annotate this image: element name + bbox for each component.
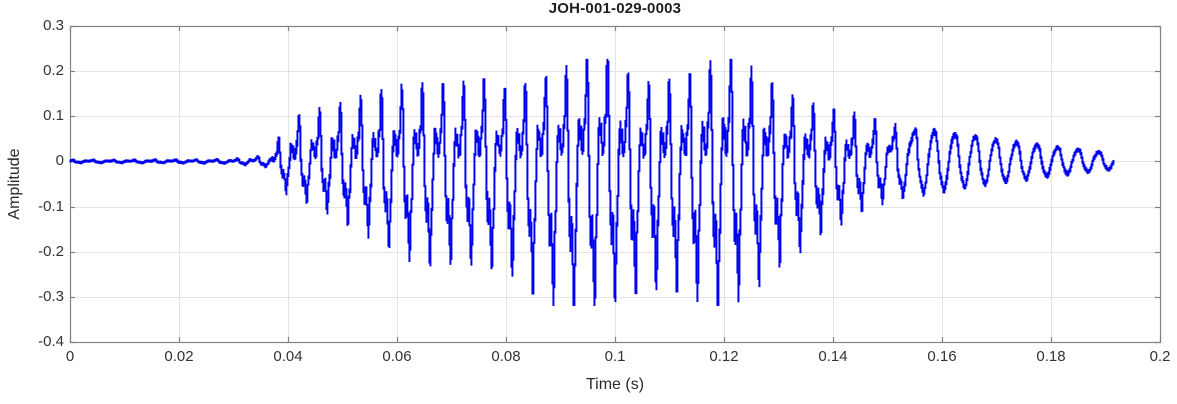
x-tick-label: 0.1 xyxy=(604,348,626,365)
x-axis-label: Time (s) xyxy=(585,376,645,393)
x-tick-label: 0 xyxy=(65,348,75,365)
y-tick-label: 0 xyxy=(55,152,64,170)
x-tick-label: 0.14 xyxy=(818,348,848,365)
y-tick-label: -0.3 xyxy=(38,287,64,305)
y-tick-label: -0.1 xyxy=(38,197,64,215)
plot-title: JOH-001-029-0003 xyxy=(548,0,682,17)
y-tick-label: 0.3 xyxy=(43,17,64,34)
y-tick-label: 0.1 xyxy=(43,107,64,125)
x-tick-label: 0.06 xyxy=(382,348,412,365)
x-tick-label: 0.04 xyxy=(273,348,303,365)
x-tick-label: 0.16 xyxy=(927,348,957,365)
x-tick-label: 0.08 xyxy=(491,348,521,365)
y-tick-label: -0.4 xyxy=(38,333,64,350)
x-tick-label: 0.2 xyxy=(1149,348,1171,365)
x-tick-label: 0.12 xyxy=(709,348,739,365)
y-tick-label: 0.2 xyxy=(43,62,64,80)
y-tick-label: -0.2 xyxy=(38,242,64,260)
x-tick-label: 0.18 xyxy=(1036,348,1066,365)
x-tick-label: 0.02 xyxy=(164,348,194,365)
